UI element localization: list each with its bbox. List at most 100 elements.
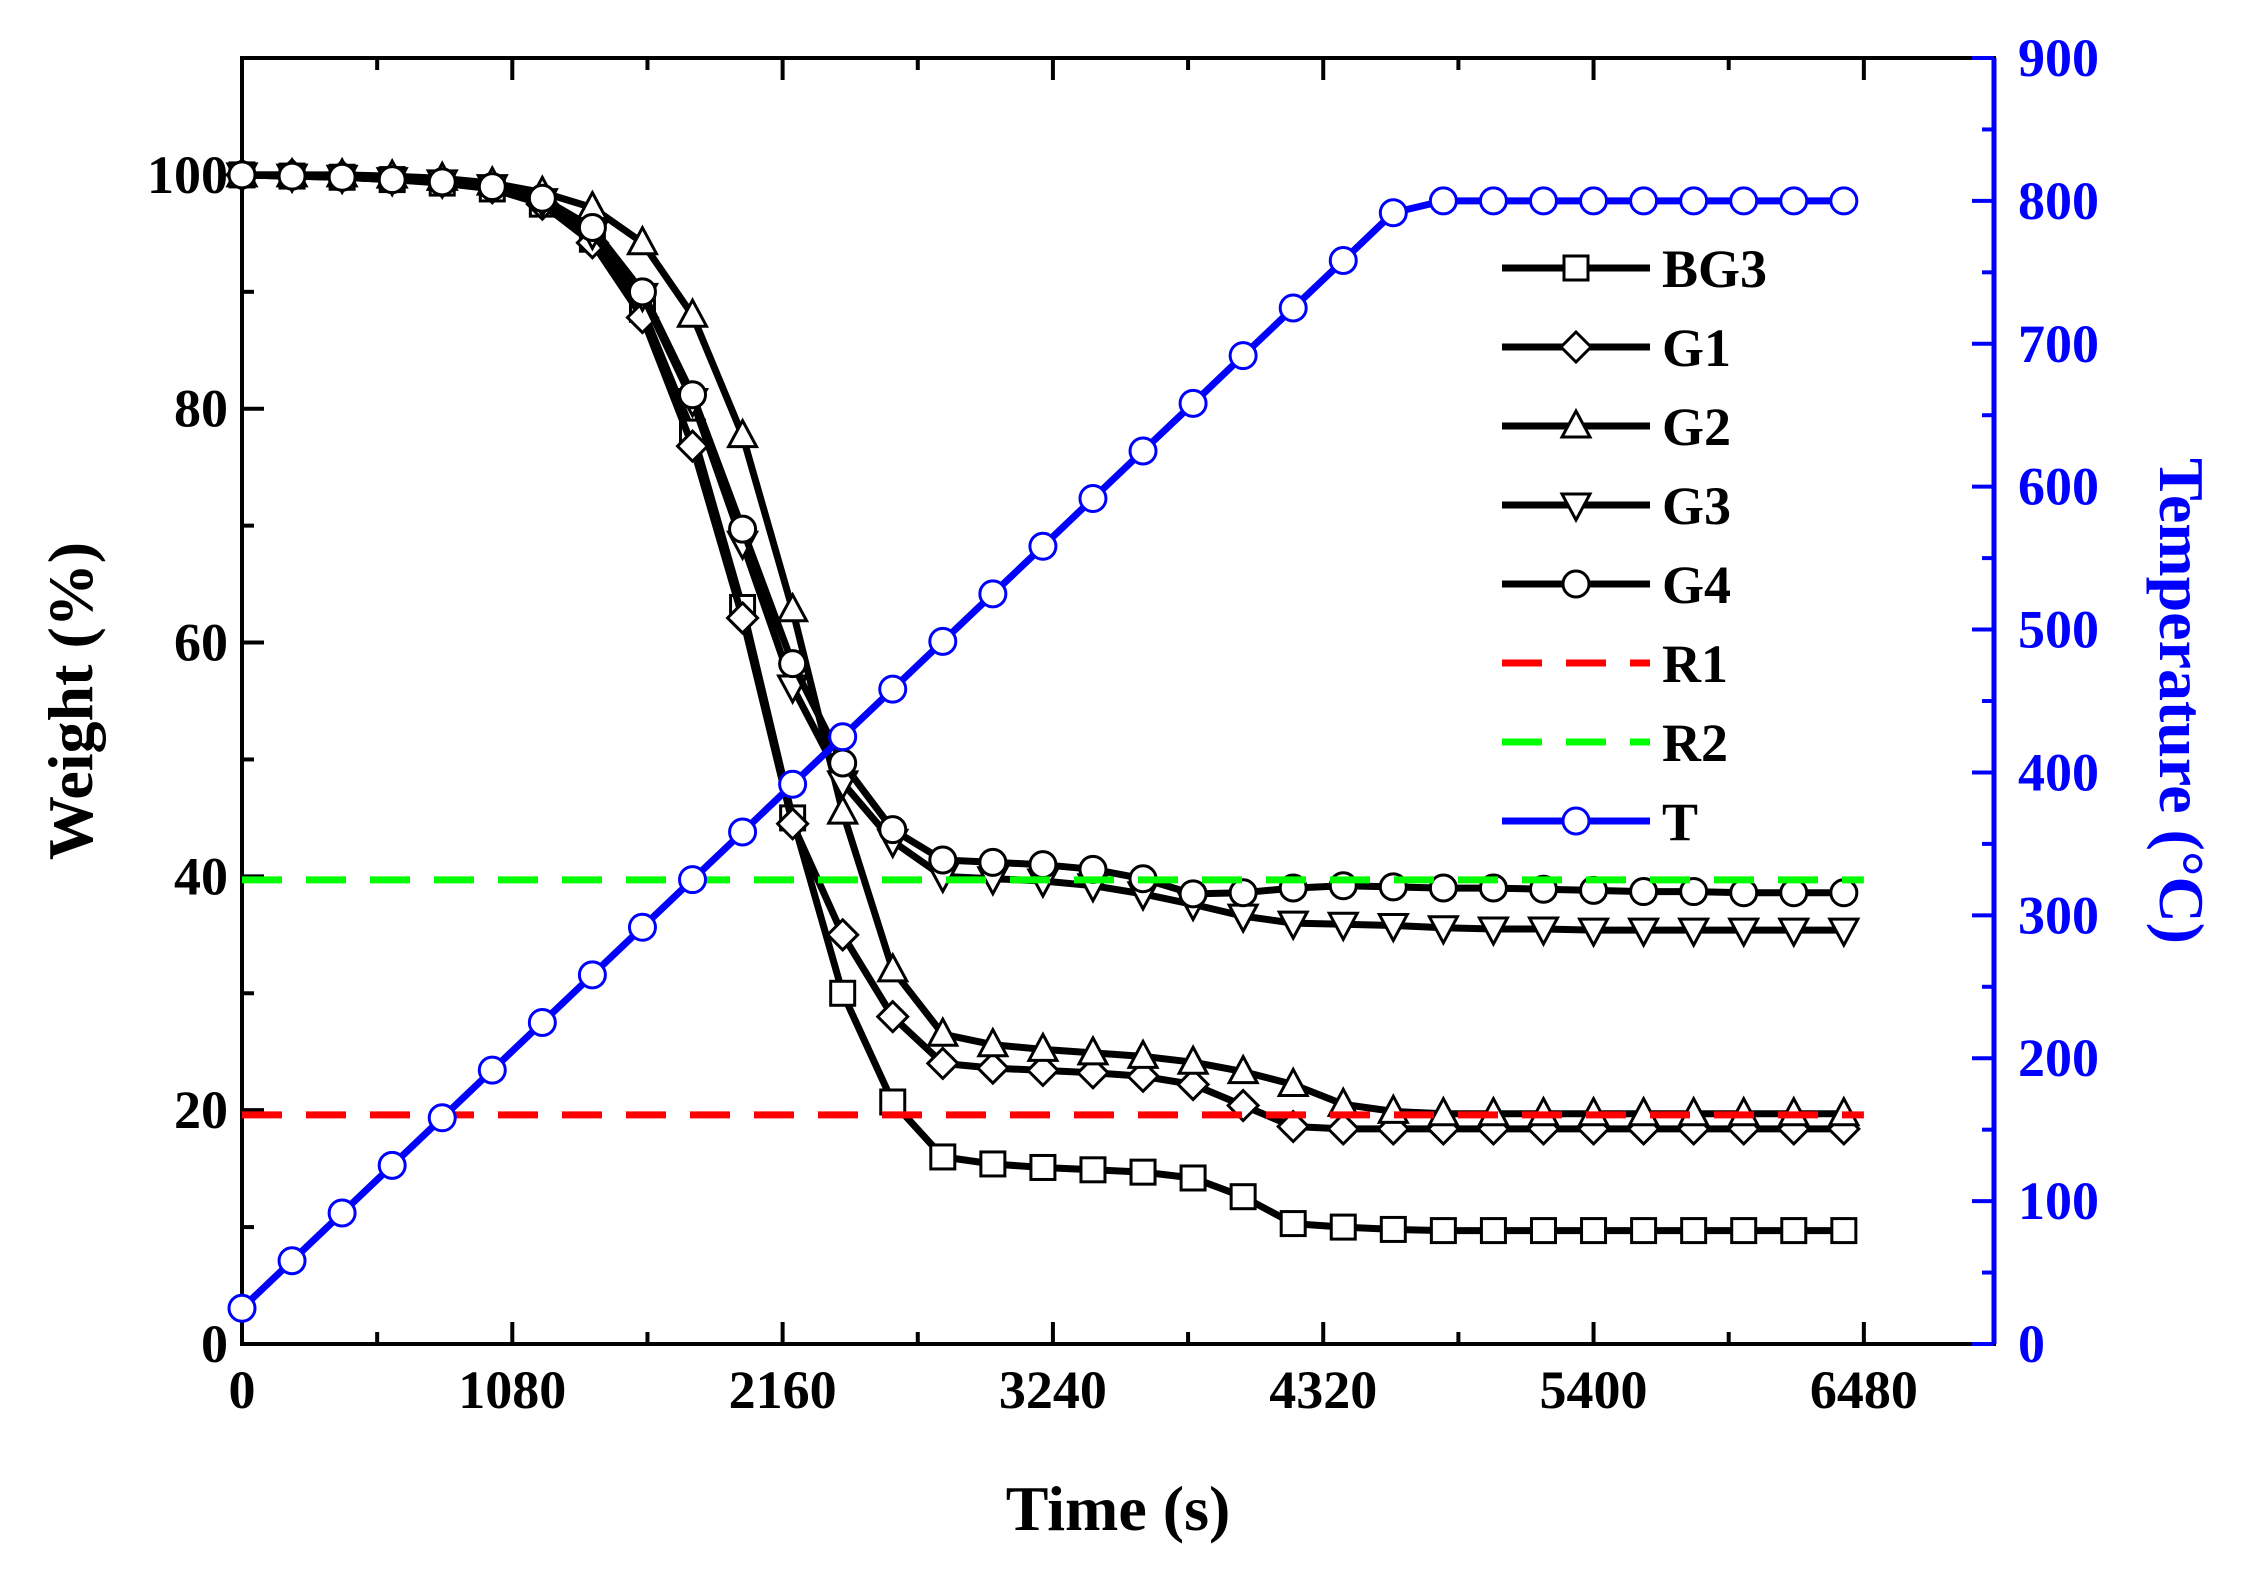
data-point-g3 bbox=[1526, 916, 1560, 948]
data-point-g4 bbox=[227, 160, 257, 190]
data-point-t bbox=[577, 960, 607, 990]
data-point-t bbox=[1528, 186, 1558, 216]
data-point-t bbox=[1078, 484, 1108, 514]
data-point-g2 bbox=[1126, 1038, 1160, 1069]
data-point-bg3 bbox=[829, 979, 857, 1007]
data-point-t bbox=[1478, 186, 1508, 216]
data-point-t bbox=[728, 817, 758, 847]
data-point-t bbox=[1679, 186, 1709, 216]
data-point-g2 bbox=[826, 793, 860, 825]
data-point-g1 bbox=[875, 999, 910, 1034]
legend-label-g3: G3 bbox=[1662, 476, 1731, 536]
data-point-bg3 bbox=[1630, 1217, 1658, 1245]
data-point-g4 bbox=[978, 847, 1008, 877]
y2-tick-label: 500 bbox=[2018, 600, 2099, 660]
y-tick-label: 0 bbox=[201, 1314, 228, 1374]
data-point-g3 bbox=[1777, 917, 1811, 949]
data-point-t bbox=[878, 674, 908, 704]
data-point-g2 bbox=[1226, 1053, 1260, 1085]
data-point-g4 bbox=[828, 748, 858, 778]
series-layer bbox=[224, 156, 1864, 1323]
y-tick-label: 60 bbox=[174, 613, 228, 673]
data-point-g3 bbox=[1376, 912, 1410, 944]
data-point-bg3 bbox=[1129, 1158, 1157, 1186]
data-point-g2 bbox=[1176, 1044, 1210, 1075]
data-point-t bbox=[1428, 186, 1458, 216]
data-point-g2 bbox=[926, 1016, 960, 1047]
y-tick-label: 20 bbox=[174, 1080, 228, 1140]
data-point-bg3 bbox=[1279, 1210, 1307, 1238]
x-axis-title: Time (s) bbox=[1006, 1473, 1231, 1544]
data-point-bg3 bbox=[1529, 1217, 1557, 1245]
data-point-t bbox=[778, 769, 808, 799]
legend-marker-g2 bbox=[1559, 407, 1593, 439]
data-point-bg3 bbox=[1730, 1217, 1758, 1245]
data-point-t bbox=[1579, 186, 1609, 216]
x-tick-label: 4320 bbox=[1269, 1360, 1377, 1420]
data-point-t bbox=[1328, 245, 1358, 275]
series-line-t bbox=[239, 197, 1844, 1311]
legend-label-g1: G1 bbox=[1662, 318, 1731, 378]
data-point-t bbox=[978, 579, 1008, 609]
legend-label-g2: G2 bbox=[1662, 397, 1731, 457]
data-point-g4 bbox=[1629, 877, 1659, 907]
data-point-g4 bbox=[427, 167, 457, 197]
data-point-g4 bbox=[1028, 850, 1058, 880]
data-point-bg3 bbox=[1329, 1213, 1357, 1241]
data-point-g1 bbox=[1326, 1111, 1361, 1147]
data-point-bg3 bbox=[1029, 1153, 1057, 1181]
x-tick-label: 3240 bbox=[999, 1360, 1107, 1420]
data-point-g3 bbox=[1276, 910, 1310, 942]
data-point-g4 bbox=[1729, 878, 1759, 908]
data-point-g1 bbox=[1276, 1109, 1311, 1144]
legend-marker-g4 bbox=[1561, 569, 1591, 599]
data-point-g2 bbox=[1276, 1066, 1310, 1097]
data-point-bg3 bbox=[1179, 1164, 1207, 1192]
x-tick-label: 5400 bbox=[1540, 1360, 1648, 1420]
y2-tick-label: 400 bbox=[2018, 742, 2099, 802]
x-tick-label: 0 bbox=[229, 1360, 256, 1420]
data-point-g3 bbox=[1627, 917, 1661, 949]
data-point-bg3 bbox=[1379, 1215, 1407, 1243]
data-point-g4 bbox=[1829, 878, 1859, 908]
data-point-g1 bbox=[825, 917, 860, 952]
data-point-g4 bbox=[327, 162, 357, 192]
data-point-t bbox=[1278, 293, 1308, 323]
data-point-t bbox=[327, 1198, 357, 1228]
data-point-g3 bbox=[1476, 916, 1510, 948]
legend-label-g4: G4 bbox=[1662, 555, 1731, 615]
y2-tick-label: 900 bbox=[2018, 28, 2099, 88]
x-tick-label: 2160 bbox=[729, 1360, 837, 1420]
series-t bbox=[227, 186, 1859, 1323]
data-point-t bbox=[1378, 198, 1408, 228]
data-point-g4 bbox=[1178, 879, 1208, 909]
series-line-g1 bbox=[242, 171, 1844, 1133]
data-point-g4 bbox=[778, 649, 808, 679]
data-point-t bbox=[1829, 186, 1859, 216]
data-point-t bbox=[227, 1293, 257, 1323]
data-point-g2 bbox=[1026, 1031, 1060, 1062]
data-point-g4 bbox=[728, 514, 758, 544]
legend-label-r1: R1 bbox=[1662, 634, 1728, 694]
data-point-bg3 bbox=[1680, 1217, 1708, 1245]
data-point-g1 bbox=[675, 429, 710, 464]
data-point-g1 bbox=[1025, 1053, 1061, 1088]
data-point-g3 bbox=[1827, 917, 1861, 949]
data-point-g1 bbox=[1175, 1067, 1211, 1102]
data-point-g2 bbox=[1426, 1095, 1460, 1127]
data-point-g4 bbox=[577, 213, 607, 243]
data-point-g4 bbox=[377, 165, 407, 195]
data-point-g4 bbox=[1428, 873, 1458, 903]
data-point-g1 bbox=[925, 1046, 960, 1081]
data-point-t bbox=[377, 1150, 407, 1180]
series-line-g2 bbox=[242, 171, 1844, 1118]
legend-marker-g1 bbox=[1558, 329, 1594, 365]
data-point-g3 bbox=[1727, 917, 1761, 949]
data-point-bg3 bbox=[1479, 1217, 1507, 1245]
y2-tick-label: 600 bbox=[2018, 457, 2099, 517]
data-point-t bbox=[277, 1246, 307, 1276]
data-point-bg3 bbox=[1079, 1156, 1107, 1184]
y2-tick-label: 700 bbox=[2018, 314, 2099, 374]
data-point-bg3 bbox=[1830, 1217, 1858, 1245]
data-point-t bbox=[1178, 388, 1208, 418]
